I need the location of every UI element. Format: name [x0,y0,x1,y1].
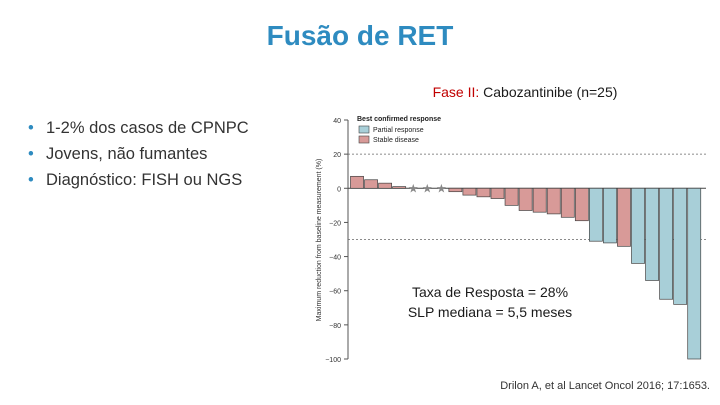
bar-partial-response [645,187,659,281]
y-tick-label: 20 [333,152,341,159]
bar-partial-response [673,187,688,305]
y-tick-label: −60 [329,289,341,296]
bar-partial-response [631,187,645,264]
bullet-dot-icon: • [28,119,34,137]
bar-stable-disease [392,186,407,189]
bullet-list: • 1-2% dos casos de CPNPC • Jovens, não fu… [28,115,249,193]
bar-partial-response [603,187,617,244]
bullet-dot-icon: • [28,171,34,189]
bullet-text: Jovens, não fumantes [46,145,208,163]
median-pfs-text: SLP mediana = 5,5 meses [407,304,573,320]
bar-partial-response [659,187,673,300]
y-tick-label: −40 [329,255,341,262]
legend-title: Best confirmed response [357,116,441,123]
bar-stable-disease [378,182,393,189]
bar-stable-disease [350,175,364,189]
subtitle-drug: Cabozantinibe (n=25) [479,84,618,100]
star-marker: ★ [408,181,419,195]
bullet-item: • Diagnóstico: FISH ou NGS [28,167,249,193]
subtitle-phase: Fase II: [432,84,480,100]
legend-swatch [358,135,370,144]
bar-stable-disease [504,187,519,206]
bullet-item: • 1-2% dos casos de CPNPC [28,115,249,141]
bar-stable-disease [490,187,505,199]
bar-stable-disease [546,187,561,215]
bar-stable-disease [364,179,378,189]
bar-stable-disease [518,187,533,211]
star-marker: ★ [436,181,447,195]
bar-stable-disease [560,187,575,218]
bar-stable-disease [617,187,631,247]
y-tick-label: 0 [337,186,341,193]
bar-stable-disease [574,187,589,222]
bar-stable-disease [476,187,491,198]
slide-title: Fusão de RET [266,20,454,51]
star-marker: ★ [422,181,433,195]
bullet-dot-icon: • [28,145,34,163]
bar-stable-disease [462,187,477,196]
y-axis-label: Maximum reduction from baseline measurem… [316,159,323,322]
citation: Drilon A, et al Lancet Oncol 2016; 17:16… [500,380,710,392]
bullet-item: • Jovens, não fumantes [28,141,249,167]
response-rate-text: Taxa de Resposta = 28% [411,284,569,300]
y-tick-label: 40 [333,118,341,125]
legend-swatch [358,125,370,134]
bar-stable-disease [448,187,463,193]
legend-entry-label: Partial response [373,127,424,134]
bullet-text: Diagnóstico: FISH ou NGS [46,171,243,189]
bar-partial-response [687,187,702,360]
bar-partial-response [588,187,603,242]
bullet-text: 1-2% dos casos de CPNPC [46,119,249,137]
legend-entry-label: Stable disease [373,137,419,144]
y-tick-label: −20 [329,220,341,227]
y-tick-label: −100 [325,357,341,364]
bar-stable-disease [532,187,547,213]
chart-subtitle: Fase II: Cabozantinibe (n=25) [380,84,670,100]
y-tick-label: −80 [329,323,341,330]
chart-annotation: Taxa de Resposta = 28% SLP mediana = 5,5… [370,282,610,322]
